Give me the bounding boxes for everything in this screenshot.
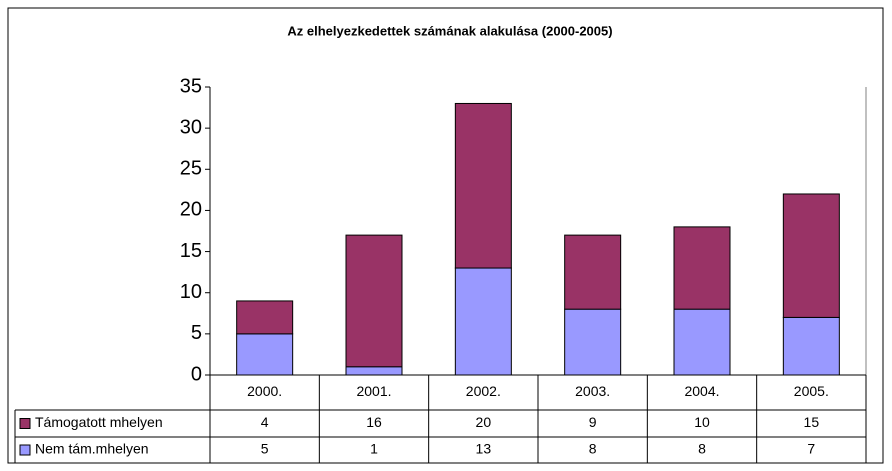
y-tick-label: 35 <box>180 75 202 97</box>
y-tick-label: 10 <box>180 281 202 303</box>
legend-label: Támogatott mhelyen <box>35 414 163 430</box>
table-value: 20 <box>476 414 492 430</box>
y-tick-label: 20 <box>180 199 202 221</box>
y-tick-label: 15 <box>180 240 202 262</box>
legend-label: Nem tám.mhelyen <box>35 441 149 457</box>
bar <box>782 316 840 376</box>
bar <box>345 234 403 368</box>
bar <box>454 267 512 376</box>
table-value: 1 <box>370 441 378 457</box>
table-value: 9 <box>589 414 597 430</box>
chart-title: Az elhelyezkedettek számának alakulása (… <box>287 23 612 38</box>
table-value: 8 <box>698 441 706 457</box>
chart-border <box>7 7 884 464</box>
bar <box>673 308 731 376</box>
y-tick-label: 0 <box>191 363 202 385</box>
bar <box>236 300 294 335</box>
y-tick-label: 25 <box>180 158 202 180</box>
bar <box>673 226 731 310</box>
y-tick-label: 30 <box>180 116 202 138</box>
bar <box>782 193 840 318</box>
table-value: 5 <box>261 441 269 457</box>
table-value: 7 <box>807 441 815 457</box>
x-tick-label: 2001. <box>356 383 391 399</box>
legend-swatch <box>19 418 31 429</box>
bar <box>564 308 622 376</box>
x-tick-label: 2002. <box>466 383 501 399</box>
table-value: 16 <box>366 414 382 430</box>
x-tick-label: 2005. <box>794 383 829 399</box>
bar <box>454 102 512 269</box>
legend-swatch <box>19 444 31 456</box>
table-value: 8 <box>589 441 597 457</box>
x-tick-label: 2000. <box>247 383 282 399</box>
x-tick-label: 2004. <box>684 383 719 399</box>
bar <box>564 234 622 310</box>
bar <box>236 333 294 376</box>
table-value: 4 <box>261 414 269 430</box>
table-value: 13 <box>476 441 492 457</box>
table-value: 15 <box>804 414 820 430</box>
x-tick-label: 2003. <box>575 383 610 399</box>
y-tick-label: 5 <box>191 322 202 344</box>
bar <box>345 366 403 376</box>
table-value: 10 <box>694 414 710 430</box>
